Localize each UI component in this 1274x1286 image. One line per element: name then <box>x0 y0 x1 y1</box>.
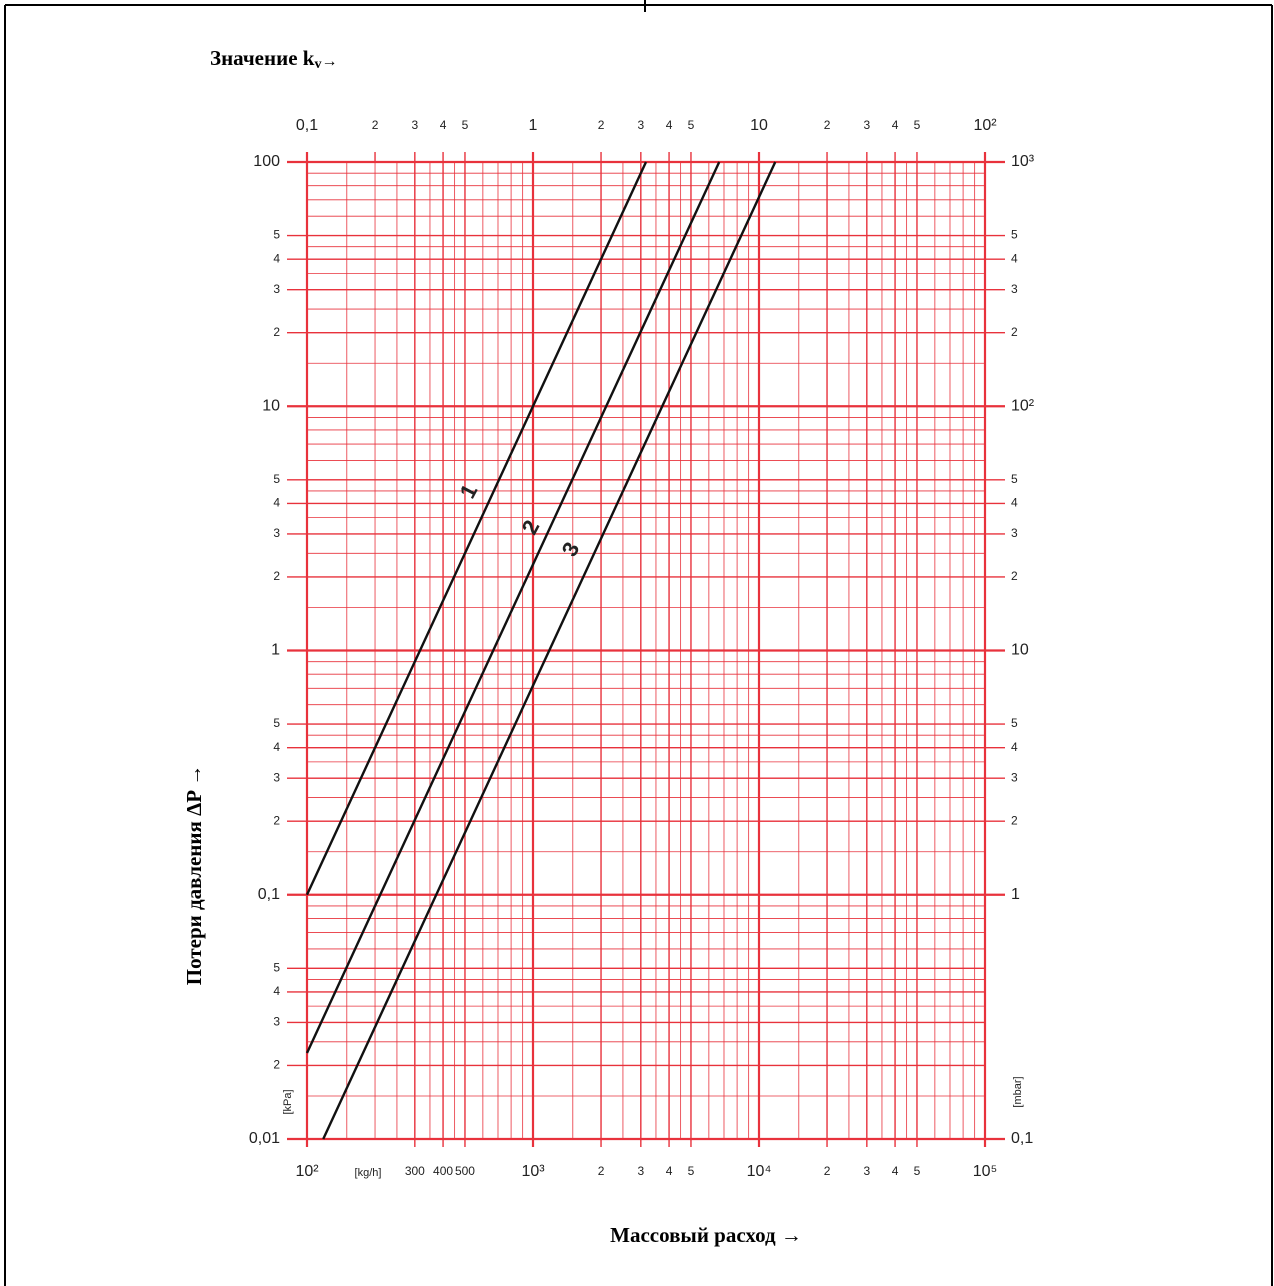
y-axis-label: Потери давления ΔP → <box>182 765 206 985</box>
y-tick-label: 4 <box>273 740 280 754</box>
y2-unit: [mbar] <box>1012 1076 1024 1107</box>
x-tick-label: 500 <box>455 1164 475 1178</box>
x-tick-label: 5 <box>914 1164 921 1178</box>
series-line <box>305 161 648 896</box>
y2-tick-label: 2 <box>1011 325 1018 339</box>
x2-tick-label: 10² <box>973 117 997 134</box>
x2-label-text: Значение k <box>210 46 315 70</box>
y-tick-label: 4 <box>273 251 280 265</box>
x2-label-arrow: → <box>321 53 337 70</box>
y2-tick-label: 2 <box>1011 813 1018 827</box>
y-tick-label: 5 <box>273 228 280 242</box>
x2-tick-label: 5 <box>462 118 469 132</box>
x2-tick-label: 5 <box>688 118 695 132</box>
y-tick-label: 4 <box>273 496 280 510</box>
y2-tick-label: 1 <box>1011 886 1020 903</box>
grid <box>287 152 1005 1147</box>
x-tick-label: 3 <box>637 1164 644 1178</box>
y-tick-label: 5 <box>273 716 280 730</box>
y-tick-label: 0,1 <box>258 886 280 903</box>
y-unit: [kPa] <box>282 1089 294 1114</box>
x2-tick-label: 2 <box>824 118 831 132</box>
y-tick-label: 2 <box>273 325 280 339</box>
x-tick-label: 2 <box>598 1164 605 1178</box>
x-tick-label: 10⁵ <box>973 1163 997 1180</box>
x2-tick-label: 3 <box>863 118 870 132</box>
x2-axis-label: Значение kv→ <box>210 46 337 72</box>
x-tick-label: 300 <box>405 1164 425 1178</box>
y-tick-label: 1 <box>271 642 280 659</box>
x2-tick-label: 5 <box>914 118 921 132</box>
x2-label-sub: v <box>314 57 321 72</box>
x2-tick-label: 2 <box>598 118 605 132</box>
x2-tick-label: 3 <box>637 118 644 132</box>
y2-tick-label: 0,1 <box>1011 1130 1033 1147</box>
x2-tick-label: 2 <box>372 118 379 132</box>
y2-tick-label: 2 <box>1011 569 1018 583</box>
x2-tick-label: 1 <box>529 117 538 134</box>
x2-tick-label: 10 <box>750 117 768 134</box>
x-tick-label: 10⁴ <box>747 1163 772 1180</box>
x-tick-label: 400 <box>433 1164 453 1178</box>
x-tick-label: 10³ <box>521 1163 545 1180</box>
x-tick-label: 4 <box>666 1164 673 1178</box>
y2-tick-label: 10³ <box>1011 153 1035 170</box>
y-tick-label: 2 <box>273 1058 280 1072</box>
y-tick-label: 0,01 <box>249 1130 280 1147</box>
y2-tick-label: 10² <box>1011 397 1035 414</box>
y2-tick-label: 5 <box>1011 228 1018 242</box>
x-tick-label: 10² <box>295 1163 319 1180</box>
y2-tick-label: 5 <box>1011 472 1018 486</box>
y2-tick-label: 4 <box>1011 740 1018 754</box>
x-tick-label: 3 <box>863 1164 870 1178</box>
y-tick-label: 100 <box>253 153 280 170</box>
y2-tick-label: 3 <box>1011 282 1018 296</box>
y-tick-label: 5 <box>273 960 280 974</box>
y2-tick-label: 4 <box>1011 496 1018 510</box>
y2-tick-label: 5 <box>1011 716 1018 730</box>
x-tick-label: 2 <box>824 1164 831 1178</box>
y2-tick-label: 3 <box>1011 526 1018 540</box>
y2-tick-label: 4 <box>1011 251 1018 265</box>
y-tick-label: 3 <box>273 282 280 296</box>
y-tick-label: 3 <box>273 1015 280 1029</box>
y-tick-label: 10 <box>262 397 280 414</box>
y-tick-label: 3 <box>273 770 280 784</box>
x2-tick-label: 4 <box>666 118 673 132</box>
y-tick-label: 2 <box>273 569 280 583</box>
y-tick-label: 2 <box>273 813 280 827</box>
y-tick-label: 5 <box>273 472 280 486</box>
y2-tick-label: 3 <box>1011 770 1018 784</box>
x2-tick-label: 0,1 <box>296 117 318 134</box>
y-tick-label: 3 <box>273 526 280 540</box>
y2-tick-label: 10 <box>1011 642 1029 659</box>
x-tick-label: 5 <box>688 1164 695 1178</box>
x2-tick-label: 4 <box>892 118 899 132</box>
x2-tick-label: 3 <box>411 118 418 132</box>
series-line <box>322 161 777 1140</box>
x-unit: [kg/h] <box>355 1167 382 1179</box>
x-tick-label: 4 <box>892 1164 899 1178</box>
y-tick-label: 4 <box>273 984 280 998</box>
x2-tick-label: 4 <box>440 118 447 132</box>
series-line <box>305 161 721 1054</box>
x-axis-label: Массовый расход → <box>610 1223 802 1247</box>
